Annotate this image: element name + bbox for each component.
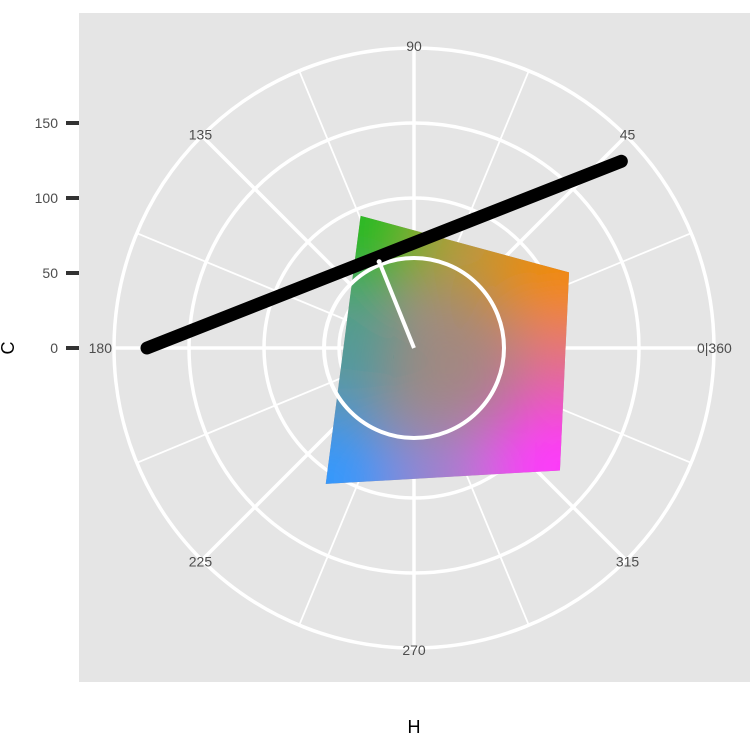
radial-axis: 0 50 100 150 — [35, 115, 79, 356]
y-axis-title: C — [0, 342, 18, 355]
angle-tick-label: 45 — [620, 126, 636, 142]
angle-tick-label: 135 — [189, 126, 213, 142]
radial-tick-label: 100 — [35, 190, 59, 206]
x-axis-title: H — [408, 717, 421, 737]
angle-tick-label: 225 — [189, 554, 213, 570]
radial-tick-label: 0 — [50, 340, 58, 356]
angle-tick-label: 270 — [402, 642, 426, 658]
angle-tick-label: 90 — [406, 38, 422, 54]
radial-tick-label: 50 — [42, 265, 58, 281]
angle-tick-label: 0|360 — [697, 340, 732, 356]
radial-tick-label: 150 — [35, 115, 59, 131]
hue-indicator-dot — [377, 259, 382, 264]
angle-tick-label: 180 — [89, 340, 113, 356]
angle-tick-label: 315 — [616, 554, 640, 570]
